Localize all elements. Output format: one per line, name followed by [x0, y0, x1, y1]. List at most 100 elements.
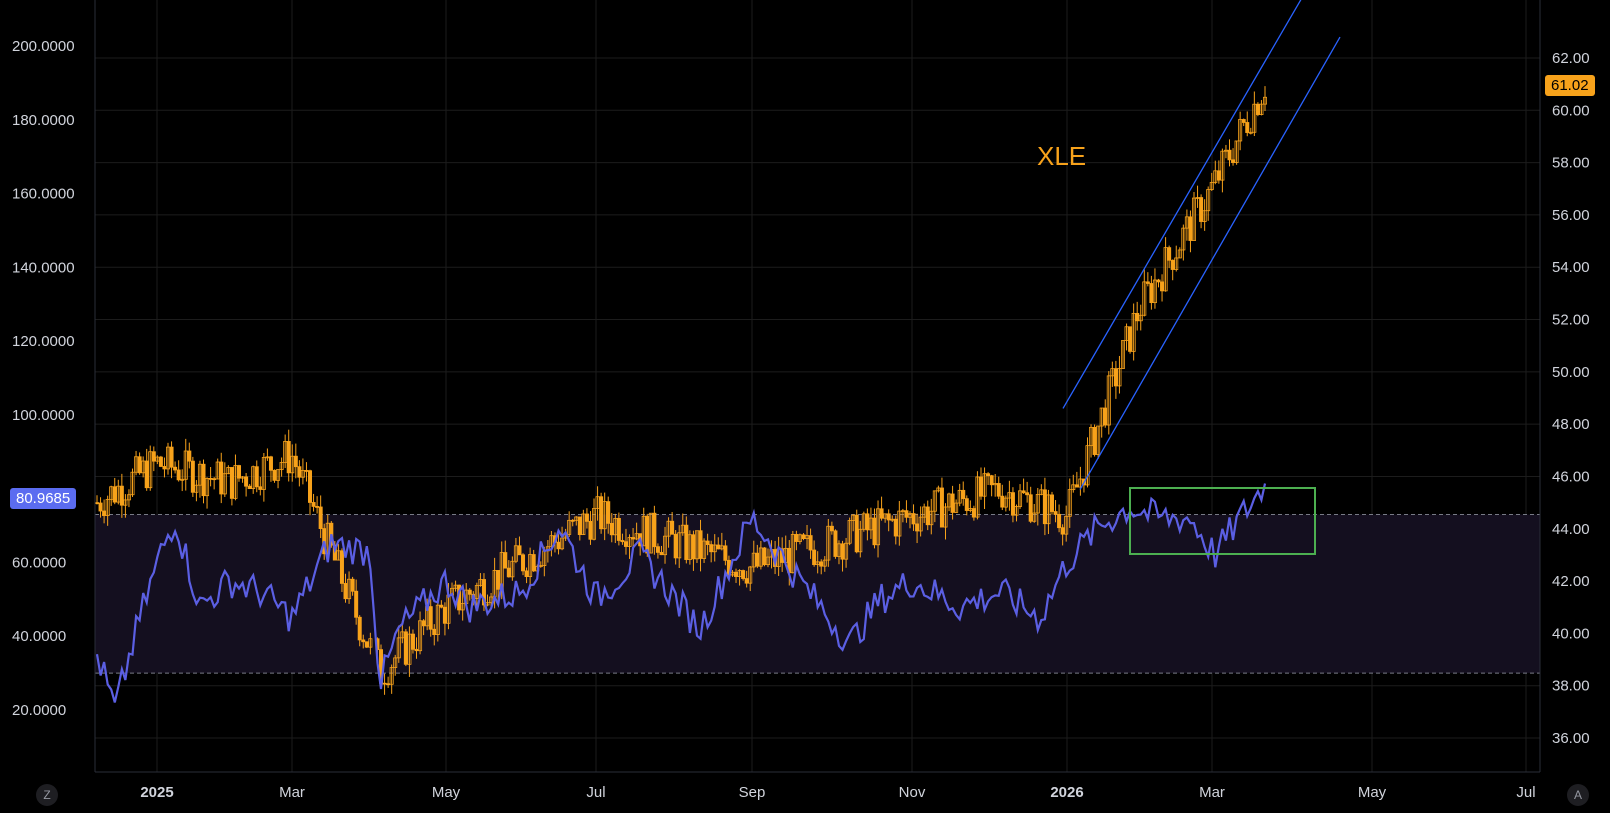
candle [606, 496, 611, 534]
candle [947, 492, 952, 512]
candle [978, 467, 983, 500]
right-price-tag: 61.02 [1545, 75, 1595, 96]
candle [226, 465, 231, 475]
right-axis-label: 52.00 [1552, 312, 1590, 329]
candle [144, 448, 149, 491]
right-axis-label: 50.00 [1552, 364, 1590, 381]
candle [1167, 245, 1172, 269]
candle [741, 569, 746, 581]
channel-upper-line[interactable] [1062, 0, 1305, 409]
candle [251, 465, 256, 494]
candle [141, 456, 146, 478]
candle [1053, 500, 1058, 523]
candle [219, 452, 224, 504]
right-axis-label: 48.00 [1552, 416, 1590, 433]
candle [1124, 323, 1129, 351]
candle [677, 525, 682, 568]
candle [812, 540, 817, 567]
candle [1092, 424, 1097, 457]
candle [1184, 209, 1189, 241]
candle [762, 547, 767, 567]
candle [1106, 371, 1111, 435]
candle [957, 483, 962, 507]
candle [183, 438, 188, 491]
candle [1241, 118, 1246, 127]
auto-scale-button[interactable]: A [1567, 784, 1589, 806]
candle [1085, 437, 1090, 488]
candle [570, 518, 575, 527]
candle [1135, 301, 1140, 331]
indicator-band [95, 514, 1540, 674]
candle [268, 455, 273, 482]
month-label: 2025 [140, 784, 173, 801]
candle [244, 473, 249, 497]
candle [311, 493, 316, 512]
left-axis-label: 60.0000 [12, 554, 66, 571]
candle [297, 460, 302, 487]
candle [1025, 481, 1030, 503]
candle [1014, 504, 1019, 522]
candle [1110, 361, 1115, 387]
candle [418, 611, 423, 655]
candle [844, 537, 849, 568]
candle [1003, 495, 1008, 512]
candle [308, 469, 313, 516]
candle [858, 520, 863, 558]
candle [790, 530, 795, 574]
candle [975, 471, 980, 520]
left-axis-label: 20.0000 [12, 702, 66, 719]
candle [1199, 194, 1204, 229]
candle [158, 455, 163, 468]
candle [1117, 355, 1122, 394]
candle [368, 632, 373, 655]
candle [1039, 484, 1044, 496]
month-label: Sep [739, 784, 766, 801]
symbol-annotation[interactable]: XLE [1037, 141, 1086, 171]
highlight-box[interactable] [1129, 487, 1316, 555]
left-price-tag: 80.9685 [10, 488, 77, 509]
candle [1156, 278, 1161, 288]
timezone-button[interactable]: Z [36, 784, 58, 806]
candle [1223, 144, 1228, 159]
candle [180, 469, 185, 492]
candle [1099, 407, 1104, 438]
candle [1145, 272, 1150, 287]
right-price-axis[interactable]: 62.00 60.00 58.00 56.00 54.00 52.00 50.00 48.00… [1552, 50, 1590, 747]
time-axis[interactable]: 2025 Mar May Jul Sep Nov 2026 Mar May Jul [140, 784, 1535, 801]
candle [592, 498, 597, 541]
month-label: Nov [899, 784, 926, 801]
candle [1191, 192, 1196, 241]
month-label: Mar [279, 784, 305, 801]
candle [1216, 160, 1221, 184]
channel-lower-line[interactable] [1079, 36, 1341, 490]
candle [627, 534, 632, 559]
candle [1010, 487, 1015, 523]
candle [986, 472, 991, 485]
candle [318, 495, 323, 539]
candle [212, 477, 217, 490]
candle [829, 521, 834, 535]
candle [968, 500, 973, 513]
candle [1227, 139, 1232, 167]
month-label: May [1358, 784, 1387, 801]
candle [1152, 268, 1157, 309]
candle [1149, 275, 1154, 310]
left-axis-label: 120.0000 [12, 333, 75, 350]
candle [130, 468, 135, 497]
right-axis-label: 54.00 [1552, 259, 1590, 276]
candle [822, 556, 827, 572]
candle [254, 460, 259, 493]
left-price-axis[interactable]: 200.0000 180.0000 160.0000 140.0000 120.0000… [12, 38, 75, 719]
candle [1163, 237, 1168, 292]
candle [173, 461, 178, 474]
candle [265, 448, 270, 461]
candle [943, 503, 948, 540]
candle [1181, 224, 1186, 261]
candle [1131, 303, 1136, 361]
candle [833, 529, 838, 559]
candle [1234, 140, 1239, 165]
left-axis-label: 180.0000 [12, 112, 75, 129]
candle [1074, 471, 1079, 488]
candle [1255, 102, 1260, 117]
candle [98, 497, 103, 518]
